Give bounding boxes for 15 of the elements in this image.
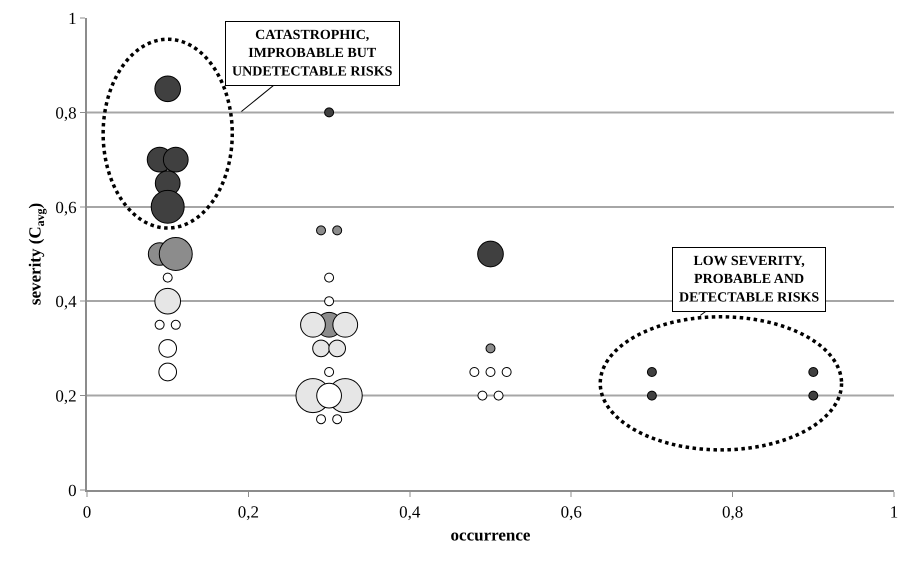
x-tick-label: 0,8: [722, 502, 744, 522]
annotation: LOW SEVERITY, PROBABLE AND DETECTABLE RISKS: [679, 254, 820, 306]
x-tick-label: 0,4: [399, 502, 421, 522]
x-axis-title: occurrence: [450, 525, 531, 544]
x-tick-label: 0,6: [560, 502, 582, 522]
y-tick-label: 0,4: [55, 292, 78, 312]
y-tick-label: 0,2: [55, 386, 77, 406]
y-tick-label: 0,6: [55, 198, 77, 217]
x-tick-label: 0: [82, 502, 92, 522]
y-tick-label: 0: [68, 480, 77, 500]
y-tick-label: 1: [68, 8, 77, 28]
annotation: CATASTROPHIC, IMPROBABLE BUT UNDETECTABLE RISKS: [232, 28, 393, 80]
x-tick-label: 0,2: [238, 502, 260, 522]
y-tick-label: 0,8: [55, 103, 77, 122]
x-tick-label: 1: [890, 502, 898, 522]
